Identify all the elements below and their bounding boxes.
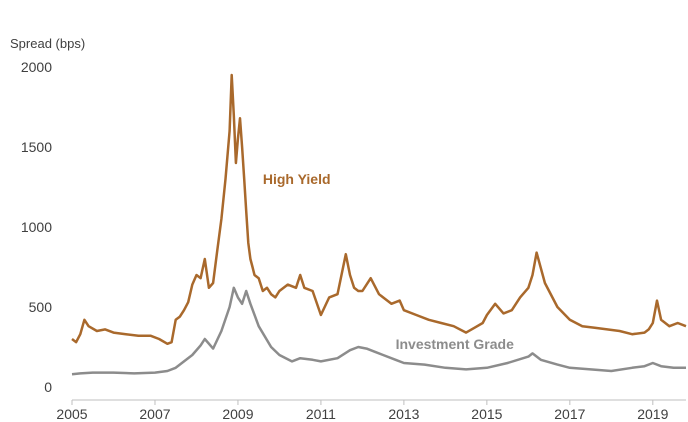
y-axis-ticks: 0 500 1000 1500 2000: [21, 59, 52, 395]
x-tick-label: 2007: [139, 406, 170, 422]
high-yield-line: [71, 73, 687, 346]
y-tick-label: 0: [44, 379, 52, 395]
y-tick-label: 2000: [21, 59, 52, 75]
high-yield-label: High Yield: [263, 171, 331, 187]
y-tick-label: 1000: [21, 219, 52, 235]
x-tick-label: 2005: [56, 406, 87, 422]
x-axis-ticks: 2005 2007 2009 2011 2013 2015 2017 2019: [56, 400, 669, 422]
y-axis-label: Spread (bps): [10, 36, 85, 51]
x-tick-label: 2019: [637, 406, 668, 422]
x-tick-label: 2013: [388, 406, 419, 422]
y-tick-label: 500: [29, 299, 53, 315]
investment-grade-label: Investment Grade: [396, 336, 514, 352]
investment-grade-line: [71, 286, 686, 376]
x-tick-label: 2009: [222, 406, 253, 422]
series-group: [71, 73, 687, 376]
x-tick-label: 2015: [471, 406, 502, 422]
x-tick-label: 2011: [306, 406, 336, 422]
y-tick-label: 1500: [21, 139, 52, 155]
x-tick-label: 2017: [554, 406, 585, 422]
series-labels: High Yield Investment Grade: [263, 171, 514, 352]
